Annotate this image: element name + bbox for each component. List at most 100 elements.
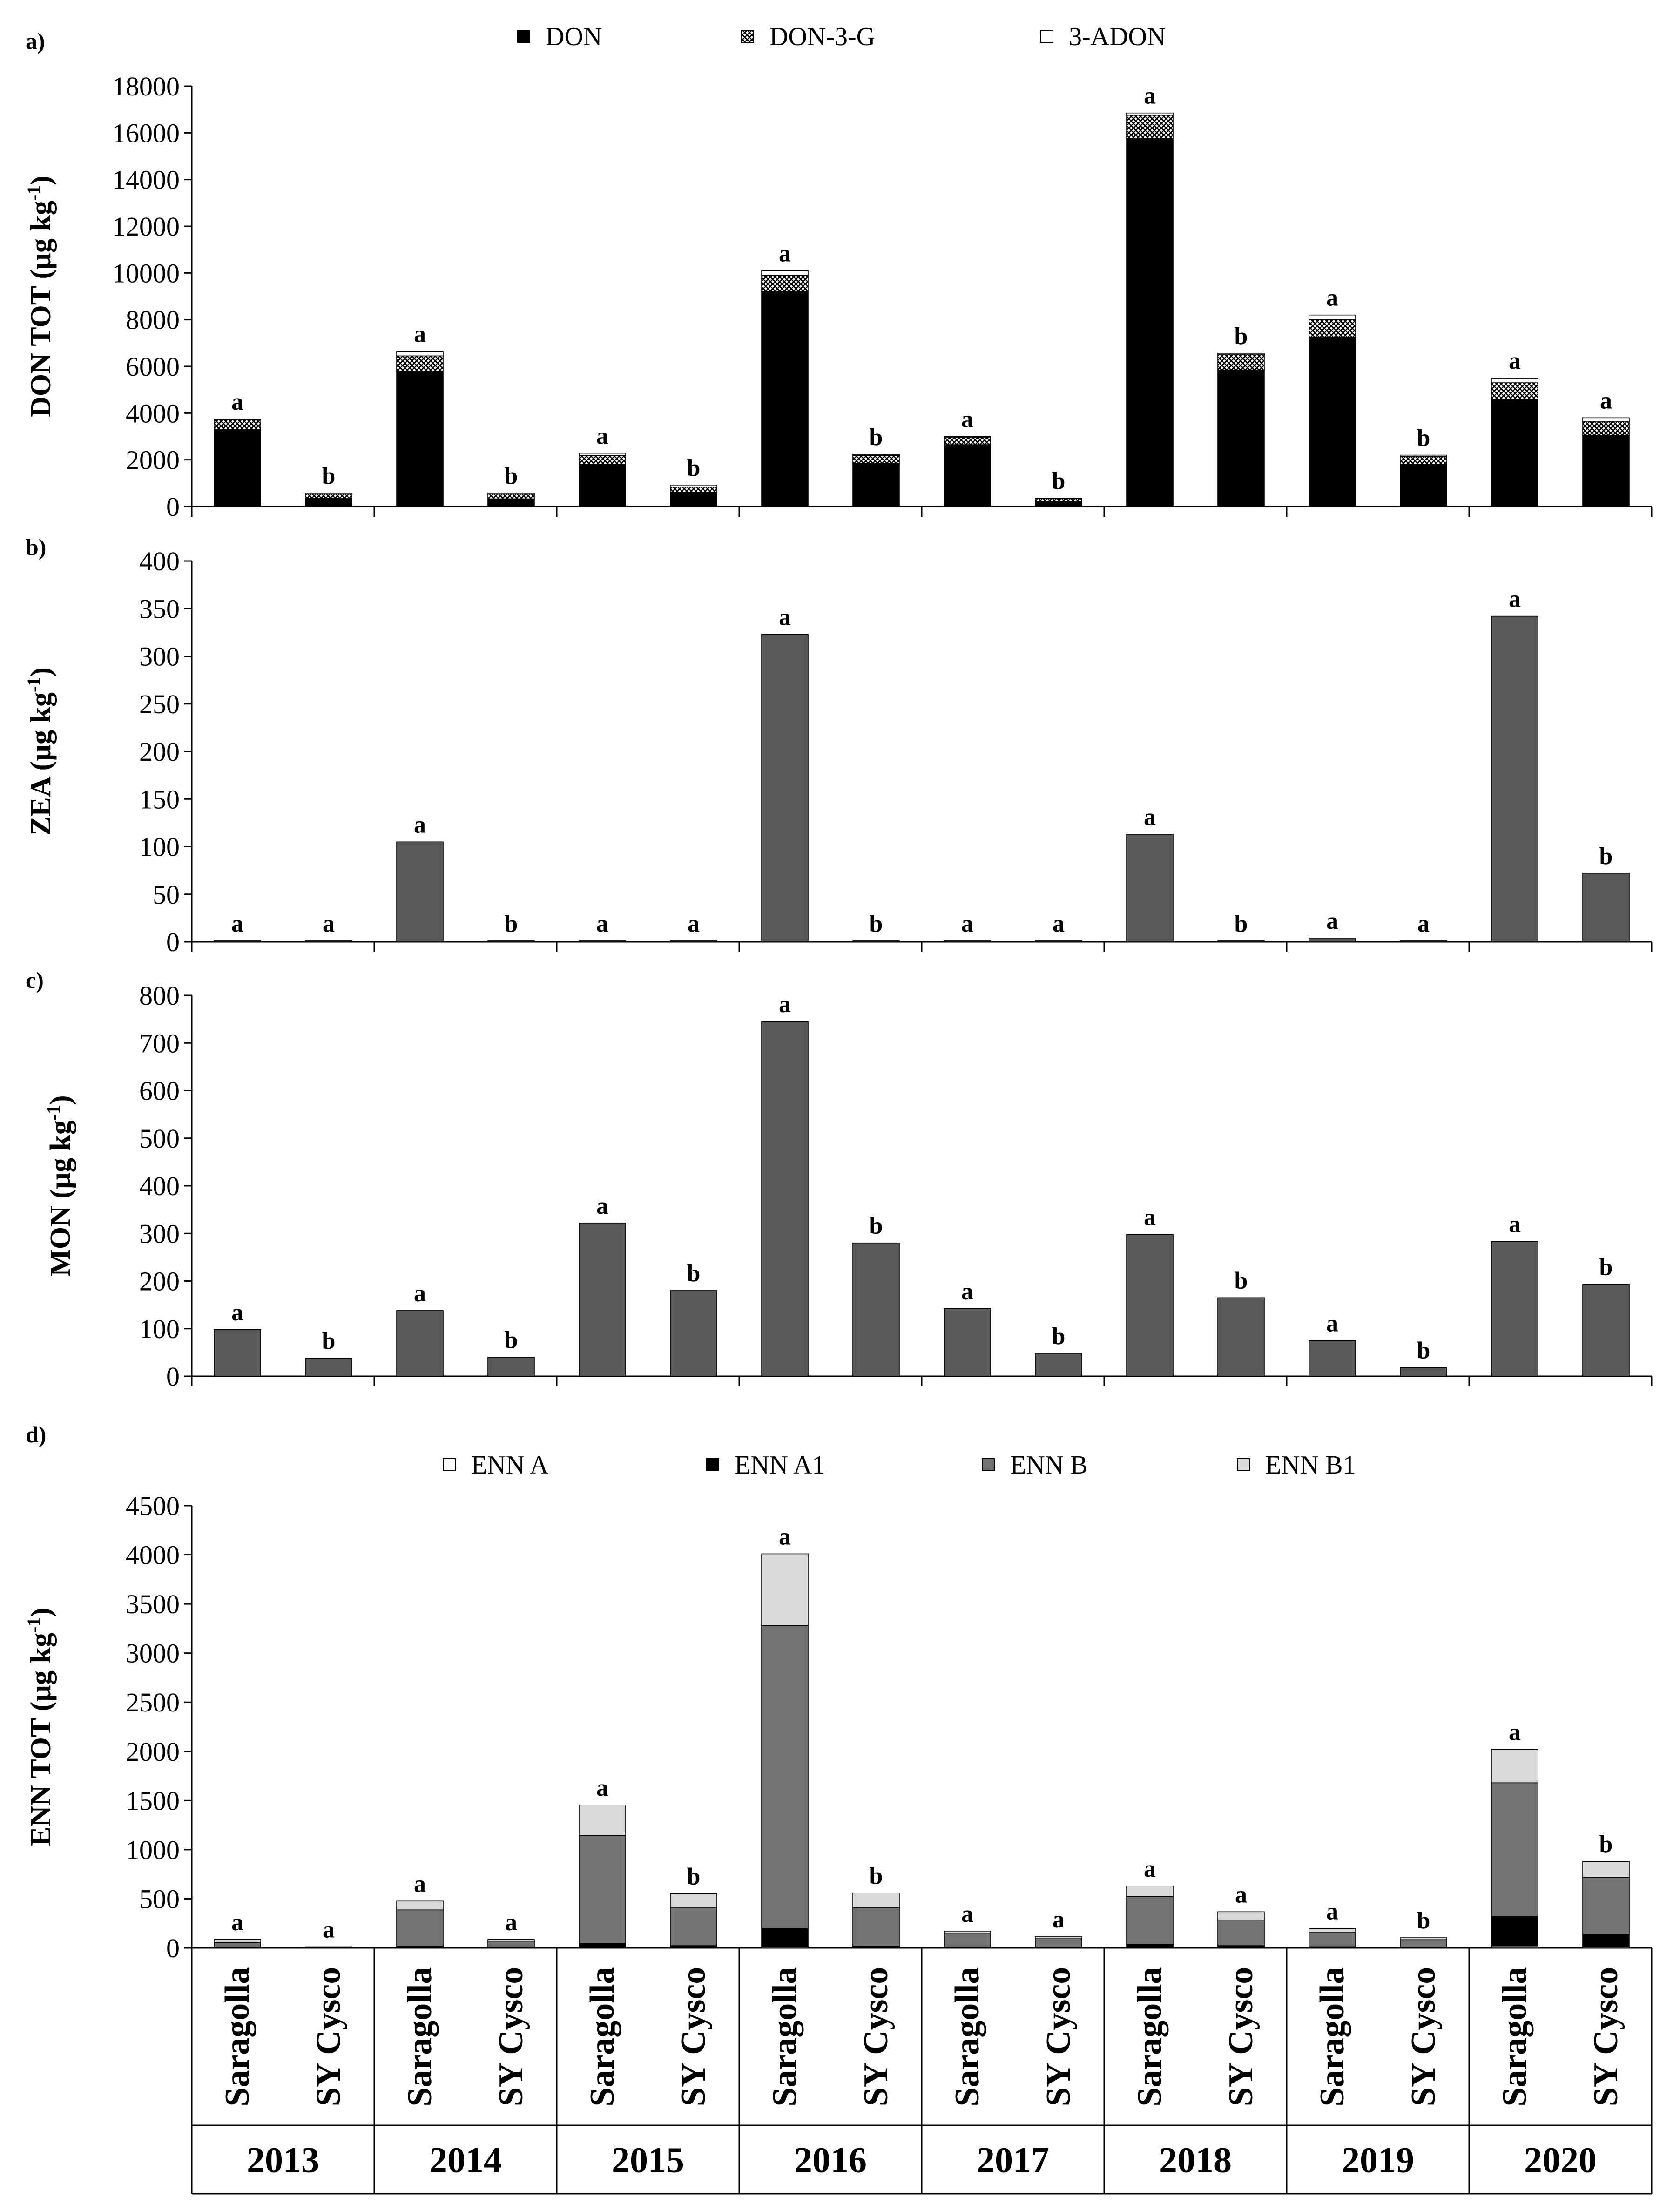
bar-d-enn-b bbox=[1400, 1940, 1447, 1947]
significance-letter-a: a bbox=[779, 240, 791, 267]
bar-b-zea bbox=[1127, 834, 1173, 942]
year-label: 2017 bbox=[977, 2140, 1049, 2180]
y-tick-label-c: 300 bbox=[139, 1218, 180, 1249]
y-axis-label-b: ZEA (µg kg-1) bbox=[23, 667, 57, 836]
significance-letter-b: a bbox=[1417, 911, 1430, 937]
bar-d-enn-b bbox=[853, 1908, 899, 1946]
cultivar-label: SY Cysco bbox=[1222, 1967, 1260, 2106]
y-tick-label-c: 400 bbox=[139, 1171, 180, 1201]
bar-a-3-adon bbox=[1309, 315, 1356, 320]
y-tick-label-c: 500 bbox=[139, 1123, 180, 1154]
significance-letter-a: b bbox=[322, 463, 336, 489]
bar-a-don bbox=[853, 463, 899, 507]
significance-letter-b: a bbox=[688, 911, 700, 937]
significance-letter-d: a bbox=[1235, 1881, 1247, 1908]
y-tick-label-d: 2000 bbox=[126, 1737, 180, 1767]
y-tick-label-a: 0 bbox=[166, 492, 180, 522]
bar-d-enn-b1 bbox=[1127, 1886, 1173, 1896]
significance-letter-b: a bbox=[1144, 804, 1156, 831]
bar-a-3-adon bbox=[670, 485, 717, 487]
significance-letter-a: a bbox=[414, 321, 426, 347]
bar-a-3-adon bbox=[1127, 113, 1173, 115]
bar-b-zea bbox=[670, 941, 717, 942]
y-axis-label-text: ZEA (µg kg bbox=[25, 692, 57, 836]
legend-label-don-3-g: DON-3-G bbox=[769, 22, 875, 51]
year-label: 2019 bbox=[1342, 2140, 1414, 2180]
bar-a-don-3-g bbox=[1400, 456, 1447, 465]
significance-letter-b: b bbox=[1599, 843, 1613, 870]
cultivar-label: SY Cysco bbox=[675, 1967, 713, 2106]
significance-letter-b: a bbox=[1053, 911, 1065, 937]
y-tick-label-a: 8000 bbox=[126, 305, 180, 335]
panel-label-b: b) bbox=[26, 534, 46, 560]
bar-d-enn-b bbox=[1127, 1896, 1173, 1944]
y-tick-label-d: 4000 bbox=[126, 1540, 180, 1570]
y-axis-label-end: ) bbox=[25, 1608, 57, 1617]
bar-a-3-adon bbox=[1583, 418, 1629, 421]
panel-label-a: a) bbox=[26, 28, 45, 54]
y-tick-label-d: 4500 bbox=[126, 1491, 180, 1521]
bar-b-zea bbox=[1218, 941, 1264, 942]
y-tick-label-d: 1000 bbox=[126, 1835, 180, 1865]
significance-letter-b: b bbox=[505, 911, 518, 937]
significance-letter-a: a bbox=[1326, 285, 1338, 311]
significance-letter-d: b bbox=[870, 1863, 883, 1889]
y-tick-label-b: 50 bbox=[153, 879, 180, 910]
bar-a-don bbox=[1400, 465, 1447, 507]
y-tick-label-c: 0 bbox=[166, 1361, 180, 1392]
bar-b-zea bbox=[579, 941, 626, 942]
bar-b-zea bbox=[1309, 938, 1356, 942]
y-axis-label-a: DON TOT (µg kg-1) bbox=[23, 176, 57, 417]
significance-letter-c: b bbox=[1052, 1323, 1066, 1350]
cultivar-label: SY Cysco bbox=[310, 1967, 348, 2106]
bar-a-don-3-g bbox=[579, 456, 626, 465]
bar-d-enn-b1 bbox=[1218, 1912, 1264, 1920]
bar-a-don bbox=[488, 499, 534, 507]
bar-a-don-3-g bbox=[214, 419, 261, 429]
significance-letter-d: a bbox=[1509, 1719, 1521, 1746]
significance-letter-b: a bbox=[1326, 908, 1338, 934]
bar-a-3-adon bbox=[1400, 455, 1447, 457]
significance-letter-a: a bbox=[596, 423, 608, 450]
bar-d-enn-a1 bbox=[1491, 1916, 1538, 1946]
y-axis-label-d: ENN TOT (µg kg-1) bbox=[23, 1608, 57, 1846]
significance-letter-d: a bbox=[505, 1909, 517, 1936]
y-tick-label-b: 200 bbox=[139, 737, 180, 767]
significance-letter-a: a bbox=[1144, 83, 1156, 109]
bar-a-don bbox=[1583, 435, 1629, 507]
bar-d-enn-b1 bbox=[214, 1940, 261, 1942]
significance-letter-d: a bbox=[414, 1871, 426, 1897]
bar-d-enn-a1 bbox=[579, 1944, 626, 1947]
bar-d-enn-b1 bbox=[1491, 1750, 1538, 1783]
legend-swatch-don bbox=[518, 30, 530, 42]
y-tick-label-a: 6000 bbox=[126, 352, 180, 382]
significance-letter-c: b bbox=[870, 1213, 883, 1239]
bar-d-enn-b1 bbox=[1035, 1937, 1082, 1939]
significance-letter-a: a bbox=[961, 406, 973, 433]
significance-letter-a: b bbox=[1417, 425, 1430, 452]
bar-c-mon bbox=[670, 1291, 717, 1376]
bar-a-don bbox=[1309, 337, 1356, 507]
bar-a-3-adon bbox=[397, 351, 443, 356]
bar-a-don bbox=[1491, 399, 1538, 507]
y-tick-label-b: 250 bbox=[139, 689, 180, 719]
bar-d-enn-b bbox=[944, 1934, 991, 1947]
panel-label-c: c) bbox=[26, 967, 44, 993]
y-tick-label-d: 0 bbox=[166, 1933, 180, 1963]
significance-letter-d: a bbox=[596, 1775, 608, 1801]
bar-d-enn-b bbox=[670, 1907, 717, 1946]
y-axis-label-end: ) bbox=[45, 1095, 76, 1105]
year-label: 2015 bbox=[612, 2140, 684, 2180]
y-tick-label-d: 3000 bbox=[126, 1638, 180, 1669]
significance-letter-d: a bbox=[323, 1916, 335, 1943]
bar-d-enn-b1 bbox=[1309, 1928, 1356, 1932]
bar-a-don-3-g bbox=[762, 275, 808, 291]
bar-d-enn-b bbox=[1309, 1932, 1356, 1947]
significance-letter-b: a bbox=[961, 911, 973, 937]
significance-letter-d: b bbox=[687, 1863, 701, 1890]
bar-c-mon bbox=[1583, 1285, 1629, 1376]
bar-d-enn-b1 bbox=[1583, 1861, 1629, 1877]
significance-letter-c: b bbox=[505, 1327, 518, 1353]
